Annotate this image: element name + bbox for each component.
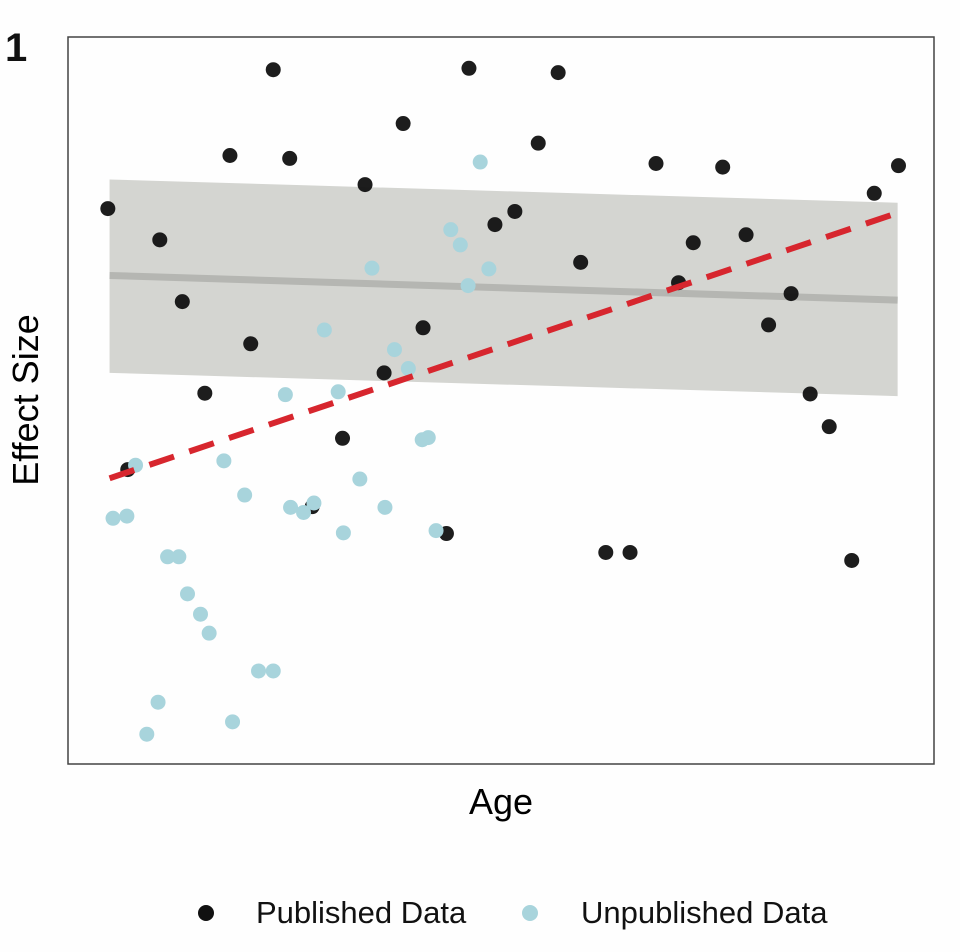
- unpublished-points-layer: [105, 154, 497, 742]
- legend-label-published: Published Data: [256, 895, 467, 930]
- unpublished-point: [452, 237, 468, 253]
- unpublished-point: [283, 499, 299, 515]
- unpublished-point: [472, 154, 488, 170]
- published-points-layer: [100, 60, 906, 568]
- published-point: [152, 232, 168, 248]
- legend-swatch-unpublished: [522, 905, 538, 921]
- unpublished-point: [460, 278, 476, 294]
- unpublished-point: [330, 384, 346, 400]
- legend-label-unpublished: Unpublished Data: [581, 895, 828, 930]
- published-point: [573, 254, 589, 270]
- published-point: [197, 385, 213, 401]
- unpublished-point: [180, 586, 196, 602]
- legend-swatch-published: [198, 905, 214, 921]
- unpublished-point: [237, 487, 253, 503]
- y-axis-title: Effect Size: [5, 314, 46, 485]
- published-point: [738, 227, 754, 243]
- published-point: [222, 148, 238, 164]
- published-point: [761, 317, 777, 333]
- published-point: [783, 286, 799, 302]
- linear-trend-layer: [108, 210, 899, 482]
- unpublished-point: [377, 499, 393, 515]
- published-point: [866, 185, 882, 201]
- published-point: [507, 203, 523, 219]
- unpublished-point: [296, 504, 312, 520]
- unpublished-point: [364, 260, 380, 276]
- unpublished-point: [352, 471, 368, 487]
- unpublished-point: [139, 726, 155, 742]
- unpublished-point: [216, 453, 232, 469]
- unpublished-point: [306, 495, 322, 511]
- unpublished-point: [481, 261, 497, 277]
- published-point: [265, 62, 281, 78]
- unpublished-point: [119, 508, 135, 524]
- published-point: [461, 60, 477, 76]
- unpublished-point: [265, 663, 281, 679]
- published-point: [335, 430, 351, 446]
- unpublished-point: [386, 342, 402, 358]
- published-point: [715, 159, 731, 175]
- published-point: [844, 552, 860, 568]
- published-point: [415, 320, 431, 336]
- published-point: [890, 158, 906, 174]
- x-axis-title: Age: [469, 781, 533, 822]
- legend: Published Data Unpublished Data: [0, 888, 960, 938]
- unpublished-point: [277, 387, 293, 403]
- published-point: [487, 217, 503, 233]
- published-point: [648, 155, 664, 171]
- unpublished-point: [400, 361, 416, 377]
- unpublished-point: [316, 322, 332, 338]
- unpublished-point: [251, 663, 267, 679]
- published-point: [821, 419, 837, 435]
- unpublished-point: [420, 430, 436, 446]
- unpublished-point: [225, 714, 241, 730]
- smooth-trend-line: [109, 271, 898, 304]
- plot-frame: [67, 36, 935, 765]
- unpublished-point: [201, 625, 217, 641]
- unpublished-point: [171, 549, 187, 565]
- scatter-chart: Age Effect Size: [5, 36, 935, 822]
- legend-item-published: Published Data: [198, 888, 466, 938]
- published-point: [550, 65, 566, 81]
- published-point: [395, 116, 411, 132]
- published-point: [174, 294, 190, 310]
- published-point: [530, 135, 546, 151]
- published-point: [685, 235, 701, 251]
- published-point: [357, 177, 373, 193]
- published-point: [100, 201, 116, 217]
- smooth-line-layer: [109, 271, 898, 304]
- panel-label: 1: [5, 26, 28, 70]
- published-point: [598, 544, 614, 560]
- unpublished-point: [105, 510, 121, 526]
- unpublished-point: [443, 222, 459, 238]
- published-point: [622, 544, 638, 560]
- published-point: [802, 386, 818, 402]
- unpublished-point: [150, 694, 166, 710]
- published-point: [376, 365, 392, 381]
- unpublished-point: [192, 606, 208, 622]
- published-point: [282, 150, 298, 166]
- legend-item-unpublished: Unpublished Data: [522, 888, 827, 938]
- linear-trend-line: [108, 210, 899, 482]
- unpublished-point: [335, 525, 351, 541]
- published-point: [243, 336, 259, 352]
- unpublished-point: [160, 549, 176, 565]
- unpublished-point: [428, 523, 444, 539]
